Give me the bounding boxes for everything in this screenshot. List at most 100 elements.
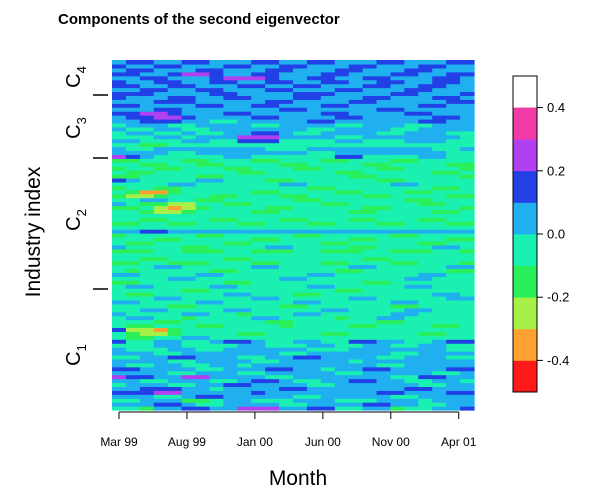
heatmap-cell — [362, 382, 378, 387]
heatmap-cell — [334, 91, 350, 96]
heatmap-cell — [334, 394, 350, 399]
heatmap-cell — [139, 268, 155, 273]
heatmap-cell — [251, 327, 266, 332]
heatmap-cell — [139, 406, 155, 411]
heatmap-cell — [320, 205, 336, 211]
heatmap-cell — [418, 115, 433, 120]
heatmap-cell — [209, 256, 224, 262]
heatmap-cell — [195, 339, 211, 344]
heatmap-cell — [376, 394, 392, 399]
heatmap-cell — [446, 225, 461, 230]
heatmap-cell — [306, 221, 322, 226]
heatmap-cell — [293, 327, 308, 332]
heatmap-cell — [320, 103, 336, 108]
heatmap-cell — [390, 213, 405, 218]
heatmap-cell — [293, 213, 308, 218]
heatmap-cell — [446, 402, 461, 407]
heatmap-cell — [181, 343, 197, 348]
heatmap-cell — [237, 292, 252, 297]
heatmap-cell — [293, 201, 308, 207]
heatmap-cell — [265, 71, 280, 77]
heatmap-cell — [418, 362, 433, 368]
heatmap-cell — [404, 177, 419, 183]
heatmap-cell — [181, 299, 197, 305]
heatmap-cell — [139, 111, 155, 116]
heatmap-cell — [362, 103, 378, 108]
heatmap-cell — [237, 402, 252, 407]
heatmap-cell — [139, 158, 155, 163]
heatmap-cell — [265, 107, 280, 112]
heatmap-cell — [293, 189, 308, 195]
heatmap-cell — [362, 142, 378, 148]
heatmap-cell — [390, 248, 405, 254]
heatmap-cell — [348, 221, 364, 226]
heatmap-cell — [348, 115, 364, 120]
industry-group-label: C3 — [63, 117, 89, 139]
heatmap-cell — [251, 189, 266, 195]
heatmap-cell — [460, 115, 475, 120]
heatmap-cell — [237, 264, 252, 270]
heatmap-cell — [209, 95, 224, 100]
heatmap-cell — [237, 406, 252, 411]
heatmap-cell — [251, 284, 266, 289]
heatmap-cell — [460, 217, 475, 222]
heatmap-cell — [334, 134, 350, 140]
heatmap-cell — [460, 146, 475, 152]
heatmap-cell — [334, 150, 350, 155]
heatmap-cell — [306, 91, 322, 96]
heatmap-cell — [265, 217, 280, 222]
heatmap-cell — [293, 229, 308, 234]
heatmap-cell — [362, 146, 378, 152]
heatmap-cell — [306, 366, 322, 372]
heatmap-cell — [195, 225, 211, 230]
heatmap-cell — [390, 335, 405, 340]
heatmap-cell — [362, 126, 378, 132]
heatmap-cell — [237, 252, 252, 258]
heatmap-cell — [167, 150, 183, 155]
heatmap-cell — [293, 343, 308, 348]
heatmap-cell — [209, 154, 224, 159]
heatmap-cell — [362, 402, 378, 407]
heatmap-cell — [306, 158, 322, 163]
heatmap-cell — [404, 244, 419, 250]
heatmap-cell — [390, 115, 405, 120]
heatmap-cell — [237, 260, 252, 266]
heatmap-cell — [390, 331, 405, 336]
heatmap-cell — [125, 205, 141, 211]
heatmap-cell — [167, 170, 183, 175]
heatmap-cell — [167, 244, 183, 250]
heatmap-cell — [195, 288, 211, 293]
heatmap-cell — [362, 358, 378, 364]
heatmap-cell — [348, 295, 364, 301]
heatmap-cell — [195, 205, 211, 211]
heatmap-cell — [125, 111, 141, 116]
heatmap-cell — [279, 252, 294, 258]
heatmap-cell — [306, 107, 322, 112]
heatmap-cell — [209, 134, 224, 140]
heatmap-cell — [390, 398, 405, 403]
heatmap-cell — [279, 370, 294, 376]
heatmap-cell — [320, 118, 336, 124]
colorbar-swatch — [513, 170, 537, 203]
heatmap-cell — [404, 75, 419, 81]
heatmap-cell — [223, 99, 238, 104]
heatmap-cell — [139, 390, 155, 395]
heatmap-cell — [293, 181, 308, 187]
heatmap-cell — [362, 166, 378, 171]
heatmap-cell — [125, 378, 141, 384]
heatmap-cell — [404, 351, 419, 356]
heatmap-cell — [181, 260, 197, 266]
heatmap-cell — [320, 374, 336, 380]
heatmap-cell — [446, 189, 461, 195]
heatmap-cell — [139, 292, 155, 297]
heatmap-cell — [167, 295, 183, 301]
heatmap-cell — [237, 394, 252, 399]
heatmap-cell — [209, 221, 224, 226]
heatmap-cell — [390, 362, 405, 368]
heatmap-cell — [376, 201, 392, 207]
heatmap-cell — [139, 370, 155, 376]
heatmap-cell — [334, 107, 350, 112]
heatmap-cell — [153, 398, 169, 403]
heatmap-cell — [460, 103, 475, 108]
heatmap-cell — [293, 276, 308, 281]
